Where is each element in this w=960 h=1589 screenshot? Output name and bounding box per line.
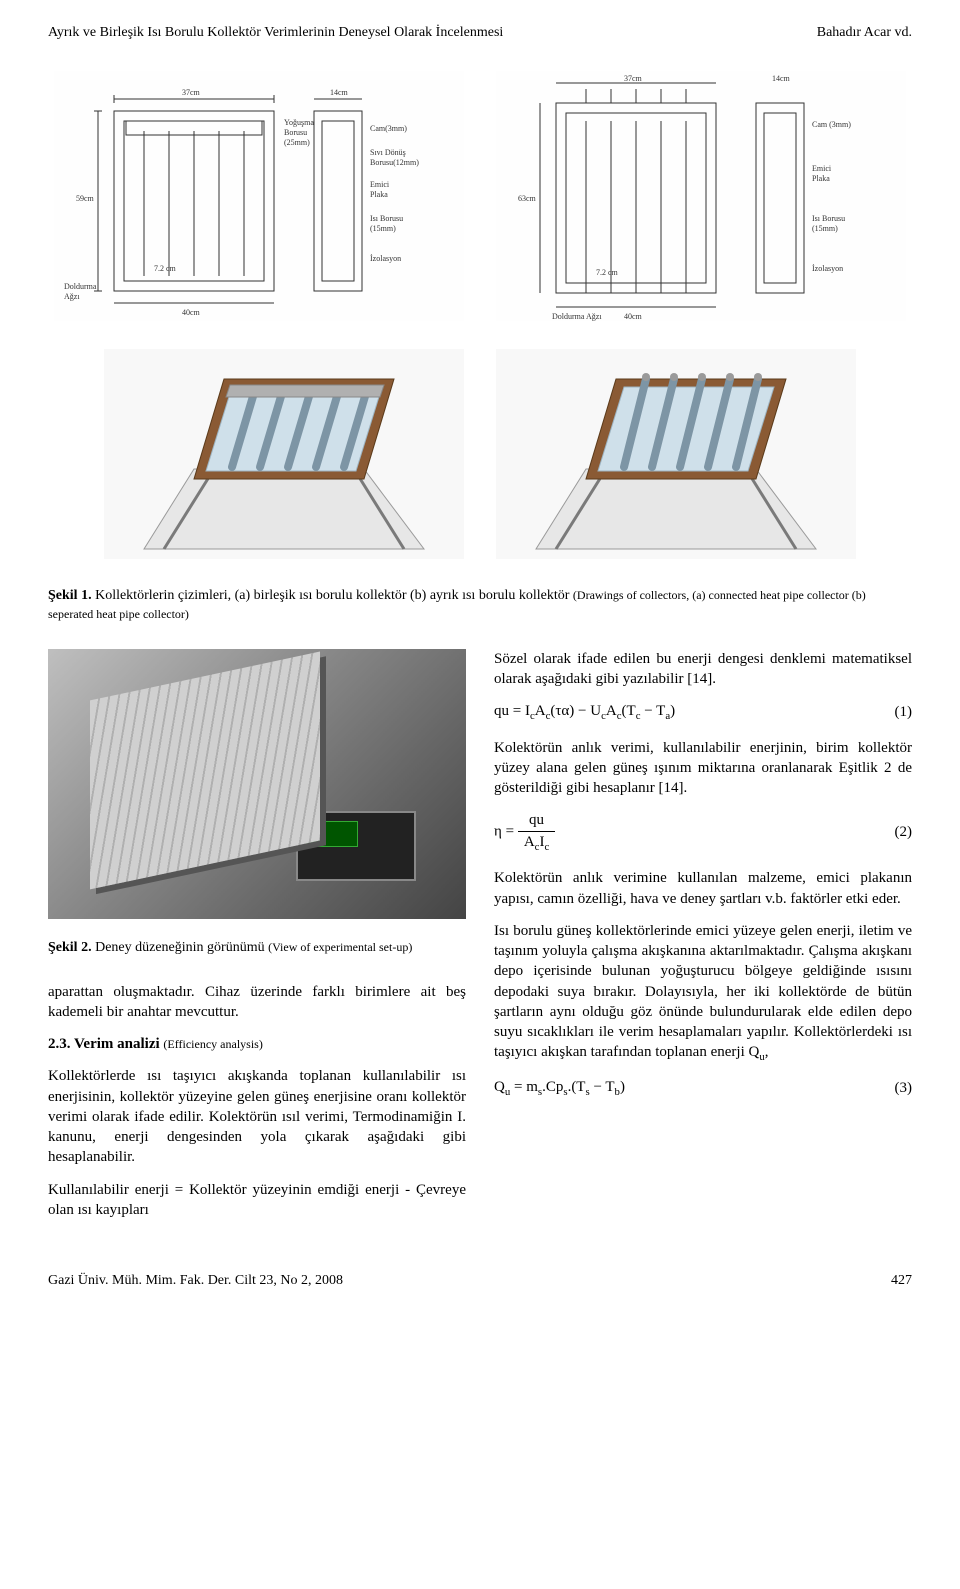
dim-59cm: 59cm (76, 194, 95, 203)
eq2-de: AcIc (518, 832, 555, 855)
eq3-num: (3) (876, 1078, 912, 1098)
h23-en: (Efficiency analysis) (163, 1037, 262, 1051)
dim-7p2-b: 7.2 cm (596, 268, 619, 277)
fig1-caption-bold: Şekil 1. (48, 588, 92, 603)
running-title-left: Ayrık ve Birleşik Isı Borulu Kollektör V… (48, 24, 503, 43)
dim-40cm: 40cm (182, 308, 201, 317)
diagram-a-connected-collector: 37cm 14cm 59cm 40cm Cam(3mm) Sıvı Dönüş … (54, 71, 464, 321)
render-b (496, 349, 856, 559)
diagram-b-separated-collector: 37cm 14cm 63cm 40cm Cam (3mm) Emici Plak… (496, 71, 906, 321)
label-isiboru-b2: (15mm) (812, 224, 838, 233)
left-p1: aparattan oluşmaktadır. Cihaz üzerinde f… (48, 982, 466, 1023)
h23-bold: 2.3. Verim analizi (48, 1036, 160, 1052)
equation-1: qu = IcAc(τα) − UcAc(Tc − Ta) (1) (494, 701, 912, 724)
dim-37cm-b: 37cm (624, 74, 643, 83)
running-title-right: Bahadır Acar vd. (817, 24, 912, 43)
label-yogusma2: Borusu (284, 128, 307, 137)
left-p2: Kollektörlerde ısı taşıyıcı akışkanda to… (48, 1066, 466, 1167)
label-doldurma-a: Doldurma (64, 282, 97, 291)
label-emici-b2: Plaka (812, 174, 830, 183)
figure2-photo (48, 649, 466, 919)
label-isiboru-a2: (15mm) (370, 224, 396, 233)
label-doldurma-b: Doldurma Ağzı (552, 312, 602, 321)
right-p1: Sözel olarak ifade edilen bu enerji deng… (494, 649, 912, 690)
left-column: Şekil 2. Deney düzeneğinin görünümü (Vie… (48, 649, 466, 1232)
figure2-caption: Şekil 2. Deney düzeneğinin görünümü (Vie… (48, 939, 466, 958)
eq1-body: qu = IcAc(τα) − UcAc(Tc − Ta) (494, 701, 675, 724)
page-footer: Gazi Üniv. Müh. Mim. Fak. Der. Cilt 23, … (48, 1272, 912, 1291)
footer-left: Gazi Üniv. Müh. Mim. Fak. Der. Cilt 23, … (48, 1272, 343, 1291)
equation-3: Qu = ms.Cps.(Ts − Tb) (3) (494, 1077, 912, 1100)
label-emici-a2: Plaka (370, 190, 388, 199)
subsection-2-3: 2.3. Verim analizi (Efficiency analysis) (48, 1034, 466, 1054)
eq2-num: (2) (876, 822, 912, 842)
eq2-lhs: η = (494, 824, 514, 840)
instrument-box (296, 811, 416, 881)
body-two-column: Şekil 2. Deney düzeneğinin görünümü (Vie… (48, 649, 912, 1232)
footer-right: 427 (891, 1272, 912, 1291)
right-column: Sözel olarak ifade edilen bu enerji deng… (494, 649, 912, 1232)
eq2-nu: qu (518, 810, 555, 831)
figure1-caption: Şekil 1. Kollektörlerin çizimleri, (a) b… (48, 587, 912, 625)
right-p4: Isı borulu güneş kollektörlerinde emici … (494, 921, 912, 1065)
fig1-caption-main: Kollektörlerin çizimleri, (a) birleşik ı… (95, 588, 573, 603)
eq2-frac: qu AcIc (518, 810, 555, 854)
label-emici-a: Emici (370, 180, 390, 189)
label-isiboru-b: Isı Borusu (812, 214, 845, 223)
label-yogusma3: (25mm) (284, 138, 310, 147)
right-p3: Kolektörün anlık verimine kullanılan mal… (494, 868, 912, 909)
label-cam-b: Cam (3mm) (812, 120, 851, 129)
label-sivi-donus2: Borusu(12mm) (370, 158, 419, 167)
right-p2: Kolektörün anlık verimi, kullanılabilir … (494, 738, 912, 799)
label-yogusma: Yoğuşma (284, 118, 314, 127)
label-doldurma-a2: Ağzı (64, 292, 80, 301)
dim-14cm: 14cm (330, 88, 349, 97)
figure1-drawings-row: 37cm 14cm 59cm 40cm Cam(3mm) Sıvı Dönüş … (48, 71, 912, 321)
dim-63cm: 63cm (518, 194, 537, 203)
render-a (104, 349, 464, 559)
figure1-renders-row (48, 349, 912, 559)
label-sivi-donus: Sıvı Dönüş (370, 148, 406, 157)
equation-2: η = qu AcIc (2) (494, 810, 912, 854)
label-isiboru-a: Isı Borusu (370, 214, 403, 223)
dim-40cm-b: 40cm (624, 312, 643, 321)
fig2-caption-bold: Şekil 2. (48, 940, 92, 955)
left-p3: Kullanılabilir enerji = Kollektör yüzeyi… (48, 1180, 466, 1221)
label-izolasyon-a: İzolasyon (370, 254, 401, 263)
fig2-caption-main: Deney düzeneğinin görünümü (95, 940, 268, 955)
eq1-num: (1) (876, 702, 912, 722)
eq2-body: η = qu AcIc (494, 810, 555, 854)
dim-14cm-b: 14cm (772, 74, 791, 83)
fig2-caption-en: (View of experimental set-up) (268, 940, 412, 954)
dim-7p2: 7.2 cm (154, 264, 177, 273)
eq3-body: Qu = ms.Cps.(Ts − Tb) (494, 1077, 625, 1100)
running-header: Ayrık ve Birleşik Isı Borulu Kollektör V… (48, 24, 912, 43)
dim-37cm: 37cm (182, 88, 201, 97)
label-izolasyon-b: İzolasyon (812, 264, 843, 273)
label-cam-a: Cam(3mm) (370, 124, 407, 133)
label-emici-b: Emici (812, 164, 832, 173)
